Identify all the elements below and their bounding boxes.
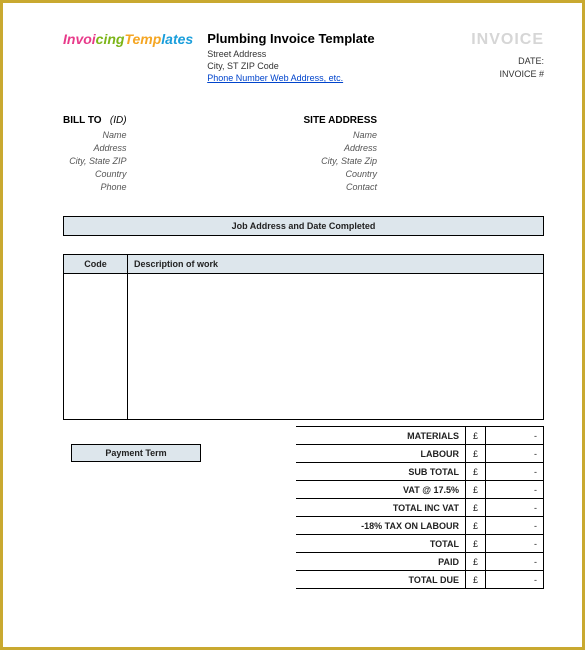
site-address-column: SITE ADDRESS Name Address City, State Zi… [304,114,545,194]
totals-amount: - [486,481,544,499]
site-csz: City, State Zip [304,155,378,168]
invoice-number-label: INVOICE # [471,68,544,81]
logo: InvoicingTemplates [63,31,193,47]
totals-amount: - [486,517,544,535]
payment-term-zone: Payment Term [63,426,296,589]
document-title: Plumbing Invoice Template [207,31,471,48]
logo-part-3: Temp [124,31,161,47]
invoice-watermark: INVOICE [471,31,544,49]
totals-currency: £ [466,535,486,553]
totals-label: VAT @ 17.5% [296,481,466,499]
totals-row-paid: PAID £ - [296,553,544,571]
totals-row-vat: VAT @ 17.5% £ - [296,481,544,499]
job-address-bar: Job Address and Date Completed [63,216,544,236]
totals-currency: £ [466,445,486,463]
site-contact: Contact [304,181,378,194]
totals-amount: - [486,535,544,553]
totals-row-labour: LABOUR £ - [296,445,544,463]
bill-to-csz: City, State ZIP [63,155,127,168]
totals-currency: £ [466,571,486,589]
logo-part-2: cing [96,31,125,47]
logo-part-1: Invoi [63,31,96,47]
bill-to-name: Name [63,129,127,142]
totals-currency: £ [466,427,486,445]
work-table: Code Description of work [63,254,544,420]
totals-label: LABOUR [296,445,466,463]
logo-part-4: lates [161,31,193,47]
work-code-cell [64,274,128,420]
totals-row-total-inc-vat: TOTAL INC VAT £ - [296,499,544,517]
totals-currency: £ [466,463,486,481]
totals-amount: - [486,553,544,571]
totals-row-tax-labour: -18% TAX ON LABOUR £ - [296,517,544,535]
table-row [64,274,544,420]
company-contact-link[interactable]: Phone Number Web Address, etc. [207,73,343,83]
totals-currency: £ [466,553,486,571]
totals-label: TOTAL DUE [296,571,466,589]
work-desc-header: Description of work [128,255,544,274]
totals-currency: £ [466,499,486,517]
totals-label: PAID [296,553,466,571]
totals-row-total-due: TOTAL DUE £ - [296,571,544,589]
totals-label: MATERIALS [296,427,466,445]
site-header: SITE ADDRESS [304,114,378,129]
totals-row-total: TOTAL £ - [296,535,544,553]
payment-term-box: Payment Term [71,444,201,462]
totals-table: MATERIALS £ - LABOUR £ - SUB TOTAL £ - V… [296,426,545,589]
address-columns: BILL TO (ID) Name Address City, State ZI… [63,114,544,194]
work-code-header: Code [64,255,128,274]
site-country: Country [304,168,378,181]
header: InvoicingTemplates Plumbing Invoice Temp… [63,31,544,84]
header-right: INVOICE DATE: INVOICE # [471,31,544,80]
bill-to-phone: Phone [63,181,127,194]
totals-label: TOTAL [296,535,466,553]
totals-label: -18% TAX ON LABOUR [296,517,466,535]
totals-zone: Payment Term MATERIALS £ - LABOUR £ - SU… [63,426,544,589]
totals-label: TOTAL INC VAT [296,499,466,517]
bill-to-country: Country [63,168,127,181]
totals-currency: £ [466,481,486,499]
totals-amount: - [486,499,544,517]
company-city: City, ST ZIP Code [207,60,471,72]
bill-to-address: Address [63,142,127,155]
totals-amount: - [486,463,544,481]
totals-row-subtotal: SUB TOTAL £ - [296,463,544,481]
site-address: Address [304,142,378,155]
totals-amount: - [486,571,544,589]
site-name: Name [304,129,378,142]
title-block: Plumbing Invoice Template Street Address… [193,31,471,84]
totals-currency: £ [466,517,486,535]
bill-to-column: BILL TO (ID) Name Address City, State ZI… [63,114,304,194]
totals-amount: - [486,427,544,445]
date-label: DATE: [471,55,544,68]
work-desc-cell [128,274,544,420]
totals-row-materials: MATERIALS £ - [296,427,544,445]
totals-label: SUB TOTAL [296,463,466,481]
bill-to-header: BILL TO (ID) [63,114,127,129]
company-street: Street Address [207,48,471,60]
totals-amount: - [486,445,544,463]
